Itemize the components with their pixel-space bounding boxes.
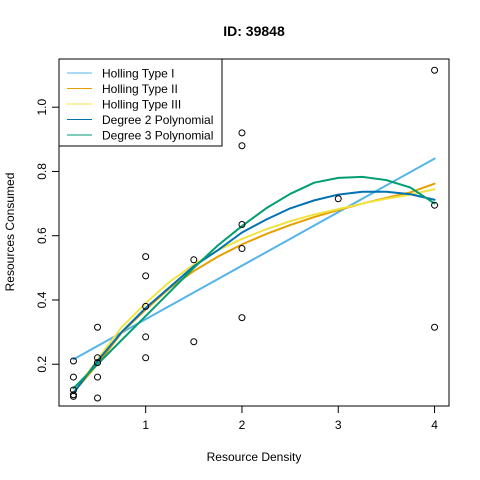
data-point bbox=[142, 354, 150, 362]
x-axis-label: Resource Density bbox=[207, 450, 302, 464]
data-point bbox=[142, 253, 150, 261]
legend-label-0: Holling Type I bbox=[102, 67, 175, 81]
legend-label-1: Holling Type II bbox=[102, 82, 178, 96]
data-point bbox=[142, 333, 150, 341]
chart-title: ID: 39848 bbox=[223, 23, 285, 39]
y-axis: 0.2 0.4 0.6 0.8 1.0 bbox=[35, 99, 60, 373]
x-tick-label: 1 bbox=[142, 418, 149, 432]
series-lines bbox=[72, 157, 436, 395]
series-line-0 bbox=[72, 157, 436, 361]
data-point bbox=[238, 220, 246, 228]
data-point bbox=[334, 195, 342, 203]
x-tick-label: 2 bbox=[239, 418, 246, 432]
data-point bbox=[238, 245, 246, 253]
legend-label-3: Degree 2 Polynomial bbox=[102, 113, 213, 127]
data-point bbox=[431, 66, 439, 74]
data-points bbox=[69, 66, 439, 402]
legend-label-4: Degree 3 Polynomial bbox=[102, 129, 213, 143]
data-point bbox=[431, 201, 439, 209]
data-point bbox=[142, 302, 150, 310]
data-point bbox=[142, 272, 150, 280]
series-line-3 bbox=[72, 190, 436, 395]
y-tick-label: 0.8 bbox=[35, 163, 49, 180]
y-tick-label: 1.0 bbox=[35, 99, 49, 116]
x-axis: 1 2 3 4 bbox=[142, 405, 438, 432]
y-axis-label: Resources Consumed bbox=[3, 173, 17, 292]
series-line-4 bbox=[72, 175, 436, 390]
data-point bbox=[238, 314, 246, 322]
data-point bbox=[190, 256, 198, 264]
series-line-1 bbox=[72, 182, 436, 394]
x-tick-label: 4 bbox=[431, 418, 438, 432]
data-point bbox=[431, 323, 439, 331]
y-tick-label: 0.4 bbox=[35, 291, 49, 308]
data-point bbox=[94, 354, 102, 362]
data-point bbox=[190, 338, 198, 346]
legend-label-2: Holling Type III bbox=[102, 98, 181, 112]
data-point bbox=[94, 359, 102, 367]
x-tick-label: 3 bbox=[335, 418, 342, 432]
data-point bbox=[69, 392, 77, 400]
data-point bbox=[94, 394, 102, 402]
data-point bbox=[69, 357, 77, 365]
data-point bbox=[238, 129, 246, 137]
data-point bbox=[238, 142, 246, 150]
series-line-2 bbox=[72, 188, 436, 394]
y-tick-label: 0.6 bbox=[35, 227, 49, 244]
data-point bbox=[69, 373, 77, 381]
y-tick-label: 0.2 bbox=[35, 356, 49, 373]
data-point bbox=[94, 373, 102, 381]
data-point bbox=[94, 323, 102, 331]
